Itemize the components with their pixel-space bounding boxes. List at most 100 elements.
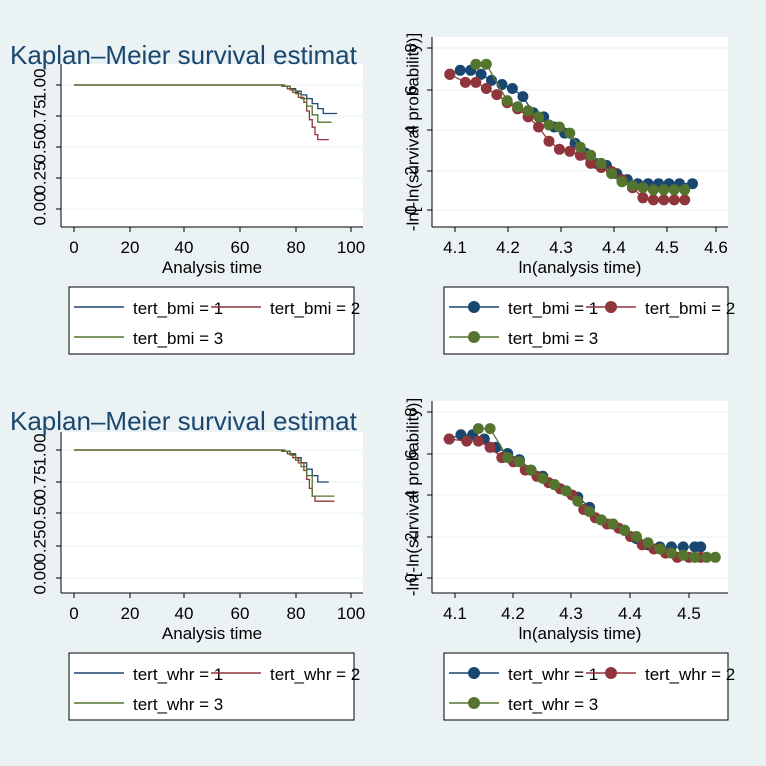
x-axis-label: Analysis time (162, 258, 262, 277)
survival-curve-3 (74, 84, 332, 123)
data-point (512, 101, 524, 113)
data-point (709, 551, 721, 563)
legend-label: tert_whr = 1 (508, 665, 598, 684)
legend-label: tert_bmi = 1 (508, 299, 598, 318)
x-tick-label: 80 (287, 604, 306, 623)
legend-label: tert_whr = 3 (508, 695, 598, 714)
y-tick-label: 0.00 (30, 561, 49, 594)
data-point (564, 127, 576, 139)
data-point (658, 184, 670, 196)
data-point (480, 58, 492, 70)
data-point (668, 194, 680, 206)
data-point (637, 182, 649, 194)
y-tick-label: 1.00 (30, 433, 49, 466)
data-point (637, 192, 649, 204)
x-tick-label: 60 (231, 604, 250, 623)
x-tick-label: 4.5 (677, 604, 701, 623)
data-point (484, 423, 496, 435)
x-tick-label: 100 (337, 604, 365, 623)
data-point (484, 441, 496, 453)
data-point (606, 168, 618, 180)
data-point (679, 184, 691, 196)
x-tick-label: 60 (231, 238, 250, 257)
legend-label: tert_whr = 3 (133, 695, 223, 714)
x-tick-label: 40 (175, 604, 194, 623)
data-point (548, 479, 560, 491)
data-point (553, 121, 565, 133)
y-tick-label: 6 (401, 449, 420, 458)
data-point (475, 68, 487, 80)
data-point (616, 176, 628, 188)
data-point (654, 543, 666, 555)
data-point (480, 83, 492, 94)
data-point (491, 89, 503, 101)
series-3 (472, 423, 721, 563)
data-point (522, 105, 534, 117)
data-point (701, 551, 713, 563)
data-point (665, 547, 677, 559)
legend: tert_bmi = 1 tert_bmi = 2 tert_bmi = 3 (443, 286, 735, 355)
data-point (689, 551, 701, 563)
data-point (472, 435, 484, 447)
data-point (564, 145, 576, 157)
data-point (658, 194, 670, 206)
legend-label: tert_whr = 2 (270, 665, 360, 684)
y-tick-label: 0 (401, 205, 420, 214)
y-tick-label: 8 (401, 43, 420, 52)
data-point (543, 119, 555, 131)
data-point (543, 135, 555, 147)
y-tick-label: 0.00 (30, 192, 49, 225)
y-tick-label: 0.50 (30, 130, 49, 163)
y-tick-label: 0 (401, 573, 420, 582)
data-point (502, 452, 514, 464)
y-tick-label: 4 (401, 490, 420, 499)
series-3 (74, 449, 335, 497)
survival-curve-3 (74, 449, 335, 497)
y-axis-label: -ln[-ln(survival probability)] (403, 398, 422, 596)
x-tick-label: 80 (287, 238, 306, 257)
x-axis-label: ln(analysis time) (519, 624, 642, 643)
legend-label: tert_bmi = 1 (133, 299, 223, 318)
legend-label: tert_bmi = 3 (508, 329, 598, 348)
legend-box (68, 286, 355, 355)
data-point (506, 83, 518, 94)
data-point (647, 194, 659, 206)
legend-key-marker (468, 301, 480, 313)
data-point (677, 549, 689, 561)
x-tick-label: 4.5 (655, 238, 679, 257)
data-point (461, 435, 473, 447)
x-tick-label: 4.3 (549, 238, 573, 257)
x-tick-label: 20 (121, 604, 140, 623)
legend-label: tert_bmi = 3 (133, 329, 223, 348)
data-point (585, 157, 597, 169)
data-point (513, 456, 525, 468)
data-point (444, 68, 456, 80)
x-axis-label: Analysis time (162, 624, 262, 643)
x-tick-label: 4.2 (496, 238, 520, 257)
legend-label: tert_bmi = 2 (270, 299, 360, 318)
y-tick-label: 2 (401, 532, 420, 541)
y-tick-label: 4 (401, 125, 420, 134)
chart-title: Kaplan–Meier survival estimat (10, 40, 358, 70)
legend-box (443, 286, 729, 355)
x-tick-label: 4.1 (443, 604, 467, 623)
data-point (553, 143, 565, 155)
legend: tert_bmi = 1 tert_bmi = 2 tert_bmi = 3 (68, 286, 360, 355)
data-point (459, 76, 471, 88)
loglog-bmi-panel: 0 2 4 6 8 4.1 4.2 4.3 4.4 4.5 4.6 ln(analysis time)… (401, 33, 735, 355)
data-point (584, 506, 596, 518)
legend-key-marker (468, 697, 480, 709)
data-point (533, 111, 544, 123)
data-point (668, 184, 680, 196)
x-tick-label: 0 (69, 238, 78, 257)
series-3 (74, 84, 332, 123)
data-point (619, 524, 631, 536)
data-point (627, 180, 638, 192)
data-point (607, 518, 619, 530)
y-tick-label: 0.25 (30, 161, 49, 194)
data-point (695, 541, 707, 553)
x-tick-label: 4.4 (602, 238, 626, 257)
y-tick-label: 0.50 (30, 496, 49, 529)
data-point (560, 485, 572, 497)
